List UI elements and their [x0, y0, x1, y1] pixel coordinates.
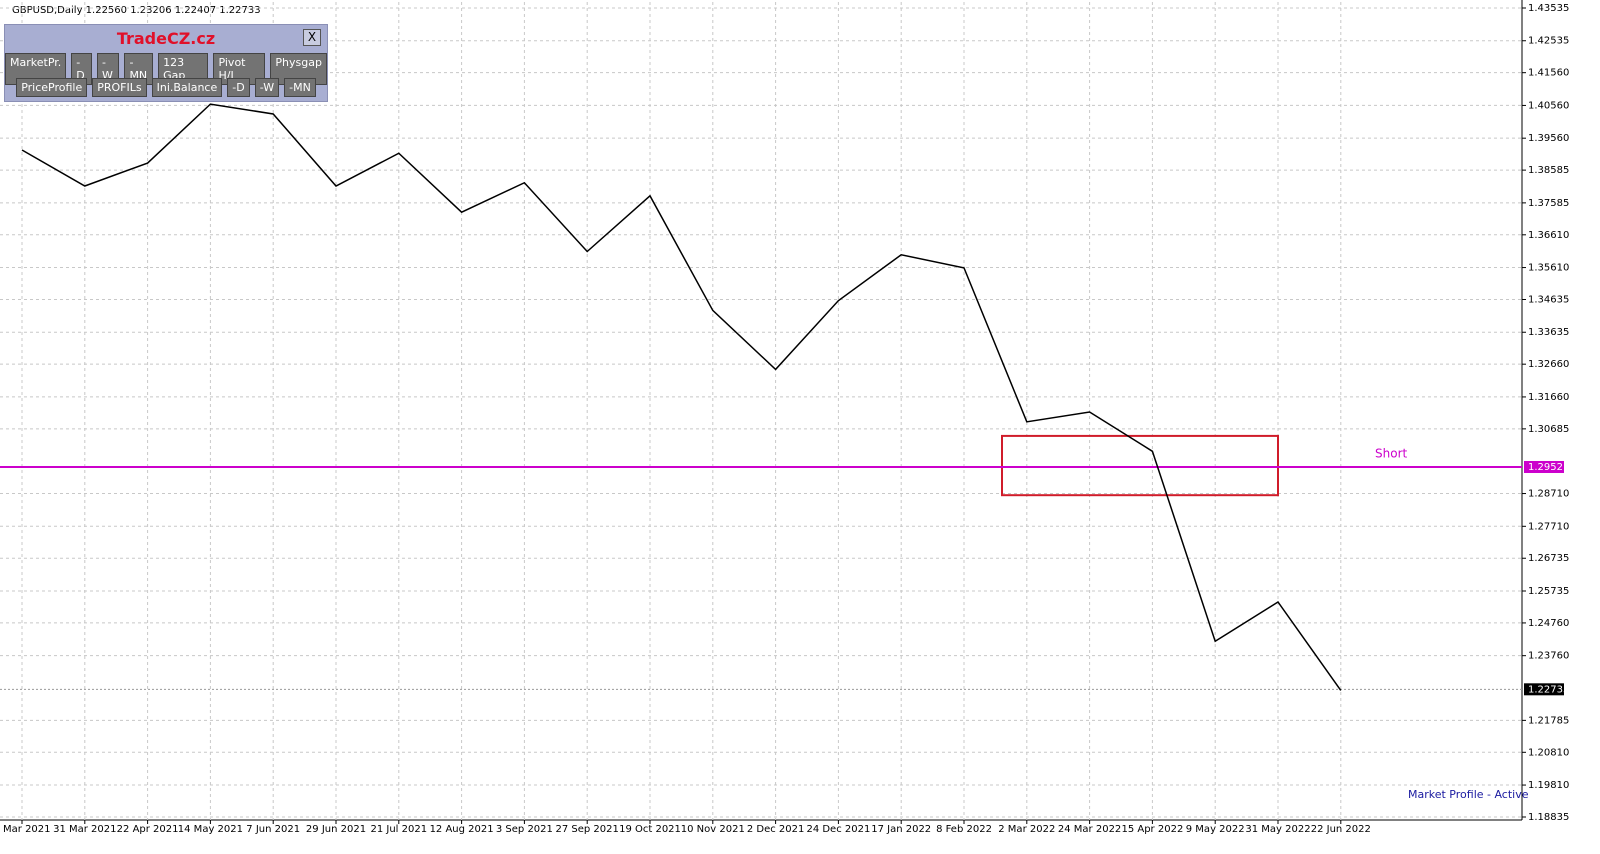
y-tick-label: 1.36610	[1528, 230, 1569, 241]
x-tick-label: 29 Jun 2021	[306, 824, 366, 835]
x-tick-label: 3 Sep 2021	[496, 824, 553, 835]
x-tick-label: 24 Mar 2022	[1058, 824, 1121, 835]
price-tag	[1524, 460, 1564, 473]
price-tag	[1524, 683, 1564, 696]
y-tick-label: 1.38585	[1528, 165, 1569, 176]
x-tick-label: 31 Mar 2021	[53, 824, 116, 835]
y-tick-label: 1.30685	[1528, 424, 1569, 435]
toolbar-button[interactable]: PROFILs	[92, 78, 147, 97]
x-tick-label: 2 Mar 2022	[998, 824, 1055, 835]
x-tick-label: 7 Jun 2021	[246, 824, 300, 835]
y-tick-label: 1.33635	[1528, 327, 1569, 338]
y-tick-label: 1.26735	[1528, 553, 1569, 564]
toolbar-button[interactable]: MarketPr.	[5, 53, 67, 85]
y-tick-label: 1.20810	[1528, 747, 1569, 758]
toolbar-button[interactable]: -D	[227, 78, 250, 97]
price-tag-label: 1.22733	[1528, 684, 1569, 695]
x-tick-label: 2 Dec 2021	[747, 824, 805, 835]
x-tick-label: 12 Aug 2021	[430, 824, 494, 835]
x-tick-label: 10 Nov 2021	[681, 824, 745, 835]
y-tick-label: 1.18835	[1528, 812, 1569, 823]
y-tick-label: 1.35610	[1528, 263, 1569, 274]
y-tick-label: 1.24760	[1528, 618, 1569, 629]
y-tick-label: 1.19810	[1528, 780, 1569, 791]
price-tag-label: 1.29521	[1528, 462, 1569, 473]
close-button[interactable]: X	[303, 29, 321, 46]
x-tick-label: 19 Oct 2021	[619, 824, 681, 835]
y-tick-label: 1.37585	[1528, 198, 1569, 209]
y-tick-label: 1.39560	[1528, 133, 1569, 144]
x-tick-label: 17 Jan 2022	[871, 824, 931, 835]
toolbar-button[interactable]: -W	[254, 78, 280, 97]
x-tick-label: 15 Apr 2022	[1121, 824, 1183, 835]
y-tick-label: 1.28710	[1528, 489, 1569, 500]
toolbar-button[interactable]: PriceProfile	[16, 78, 88, 97]
price-line	[21, 103, 1342, 691]
y-tick-label: 1.32660	[1528, 359, 1569, 370]
y-tick-label: 1.31660	[1528, 392, 1569, 403]
y-tick-label: 1.21785	[1528, 715, 1569, 726]
toolbar-button[interactable]: -MN	[284, 78, 316, 97]
x-tick-label: 31 May 2022	[1245, 824, 1310, 835]
y-tick-label: 1.23760	[1528, 651, 1569, 662]
price-level-label: Short	[1375, 446, 1407, 460]
y-tick-label: 1.43535	[1528, 3, 1569, 14]
x-tick-label: 22 Apr 2021	[117, 824, 179, 835]
y-tick-label: 1.40560	[1528, 100, 1569, 111]
y-tick-label: 1.34635	[1528, 294, 1569, 305]
y-tick-label: 1.42535	[1528, 36, 1569, 47]
button-row: PriceProfile PROFILs Ini.Balance -D -W -MN	[5, 78, 327, 97]
x-tick-label: 24 Dec 2021	[806, 824, 870, 835]
toolbar-panel: TradeCZ.cz X MarketPr. -D -W -MN 123 Gap Pivo…	[4, 24, 328, 102]
x-tick-label: 22 Jun 2022	[1311, 824, 1371, 835]
x-tick-label: 21 Jul 2021	[370, 824, 427, 835]
toolbar-button[interactable]: -D	[71, 53, 93, 85]
status-text: Market Profile - Active	[1408, 788, 1529, 801]
chart-header: GBPUSD,Daily 1.22560 1.23206 1.22407 1.2…	[12, 5, 261, 16]
x-tick-label: 9 Mar 2021	[0, 824, 51, 835]
x-tick-label: 14 May 2021	[178, 824, 243, 835]
y-tick-label: 1.27710	[1528, 521, 1569, 532]
zone-box	[1001, 434, 1279, 497]
x-tick-label: 8 Feb 2022	[936, 824, 992, 835]
x-tick-label: 27 Sep 2021	[556, 824, 619, 835]
panel-title: TradeCZ.cz	[116, 29, 216, 48]
x-tick-label: 9 May 2022	[1186, 824, 1245, 835]
y-tick-label: 1.41560	[1528, 68, 1569, 79]
toolbar-button[interactable]: Ini.Balance	[151, 78, 223, 97]
y-tick-label: 1.25735	[1528, 586, 1569, 597]
